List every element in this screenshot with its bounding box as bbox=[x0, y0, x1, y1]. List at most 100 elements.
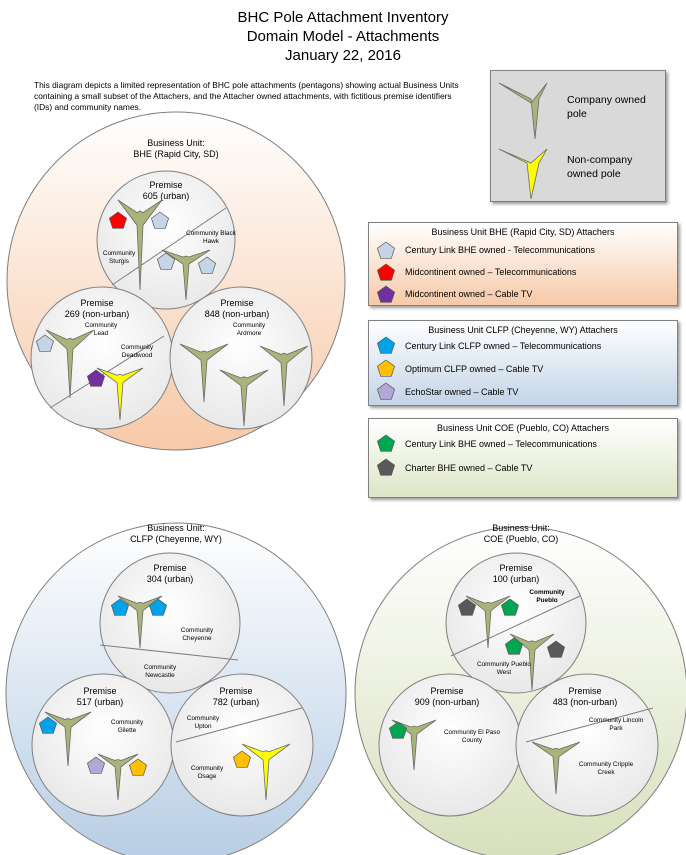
community-gilette: Community Gilette bbox=[110, 719, 144, 734]
century-link-coe-attachment bbox=[500, 598, 520, 616]
premise-label-text: Premise bbox=[149, 180, 183, 190]
bu-name-text: BHE (Rapid City, SD) bbox=[133, 149, 219, 159]
premise-848-circle bbox=[169, 286, 313, 430]
bhe-attacher-1: Century Link BHE owned - Telecommunicati… bbox=[405, 245, 595, 255]
company-pole bbox=[219, 369, 269, 427]
premise-100-circle bbox=[445, 552, 587, 694]
coe-attacher-2: Charter BHE owned – Cable TV bbox=[405, 463, 533, 473]
echostar-attachment bbox=[86, 756, 106, 774]
clfp-attachers-title: Business Unit CLFP (Cheyenne, WY) Attach… bbox=[428, 325, 618, 335]
company-pole-label: Company owned pole bbox=[567, 94, 646, 120]
premise-label-text: Premise bbox=[219, 686, 253, 696]
premise-517-label: Premise 517 (urban) bbox=[60, 686, 140, 708]
title-line-2: Domain Model - Attachments bbox=[246, 28, 440, 45]
noncompany-pole-label: Non-company owned pole bbox=[567, 154, 633, 180]
company-pole-icon bbox=[498, 82, 548, 140]
company-pole bbox=[117, 199, 163, 291]
premise-id-text: 483 (non-urban) bbox=[552, 697, 618, 707]
coe-business-unit-label: Business Unit: COE (Pueblo, CO) bbox=[451, 523, 591, 545]
attacher-legend-layer bbox=[376, 241, 396, 476]
midcontinent-telecom-attachment bbox=[108, 211, 128, 229]
company-pole bbox=[179, 343, 229, 403]
community-lead: Community Lead bbox=[84, 322, 118, 337]
bhe-attacher-3: Midcontinent owned – Cable TV bbox=[405, 289, 533, 299]
community-lincoln-park: Community Lincoln Park bbox=[588, 717, 644, 732]
century-link-bhe-attachment bbox=[150, 211, 170, 229]
bu-label-text: Business Unit: bbox=[147, 138, 205, 148]
company-pole bbox=[509, 633, 555, 691]
attachments-layer bbox=[35, 211, 566, 776]
community-black-hawk: Community Black Hawk bbox=[186, 230, 236, 245]
clfp-attacher-2: Optimum CLFP owned – Cable TV bbox=[405, 364, 544, 374]
premise-605-circle bbox=[96, 170, 236, 310]
community-ardmore: Community Ardmore bbox=[232, 322, 266, 337]
premise-id-text: 605 (urban) bbox=[142, 191, 190, 201]
pole-legend: Company owned pole Non-company owned pol… bbox=[490, 70, 666, 202]
clfp-attachers-box: Business Unit CLFP (Cheyenne, WY) Attach… bbox=[368, 320, 678, 406]
premise-782-label: Premise 782 (urban) bbox=[196, 686, 276, 708]
company-pole bbox=[531, 741, 581, 795]
community-el-paso-county: Community El Paso County bbox=[443, 729, 501, 744]
charter-legend-icon bbox=[376, 458, 396, 476]
company-pole bbox=[465, 595, 511, 649]
century-link-coe-legend-icon bbox=[376, 434, 396, 452]
bhe-attachers-title: Business Unit BHE (Rapid City, SD) Attac… bbox=[431, 227, 615, 237]
company-pole bbox=[45, 329, 95, 399]
premise-483-label: Premise 483 (non-urban) bbox=[540, 686, 630, 708]
premise-848-label: Premise 848 (non-urban) bbox=[192, 298, 282, 320]
premise-909-label: Premise 909 (non-urban) bbox=[402, 686, 492, 708]
bhe-attachers-box: Business Unit BHE (Rapid City, SD) Attac… bbox=[368, 222, 678, 306]
premise-id-text: 782 (urban) bbox=[212, 697, 260, 707]
noncompany-pole bbox=[241, 743, 291, 801]
clfp-attacher-1: Century Link CLFP owned – Telecommunicat… bbox=[405, 341, 602, 351]
company-pole bbox=[117, 595, 163, 649]
premise-id-text: 304 (urban) bbox=[146, 574, 194, 584]
premise-100-label: Premise 100 (urban) bbox=[476, 563, 556, 585]
noncompany-pole-icon bbox=[498, 148, 548, 200]
community-osage: Community Osage bbox=[190, 765, 224, 780]
premise-id-text: 100 (urban) bbox=[492, 574, 540, 584]
premise-id-text: 269 (non-urban) bbox=[64, 309, 130, 319]
premise-269-label: Premise 269 (non-urban) bbox=[52, 298, 142, 320]
century-link-clfp-legend-icon bbox=[376, 336, 396, 354]
optimum-legend-icon bbox=[376, 359, 396, 377]
premise-304-label: Premise 304 (urban) bbox=[130, 563, 210, 585]
premise-782-circle bbox=[170, 673, 314, 817]
premise-id-text: 848 (non-urban) bbox=[204, 309, 270, 319]
century-link-coe-attachment bbox=[504, 637, 524, 655]
community-deadwood: Community Deadwood bbox=[120, 344, 154, 359]
century-link-bhe-attachment bbox=[156, 252, 176, 270]
century-link-bhe-attachment bbox=[197, 256, 217, 274]
charter-attachment bbox=[457, 598, 477, 616]
community-newcastle: Community Newcastle bbox=[143, 664, 177, 679]
century-link-bhe-attachment bbox=[35, 334, 55, 352]
century-link-bhe-legend-icon bbox=[376, 241, 396, 259]
community-pueblo-west: Community Pueblo West bbox=[477, 661, 531, 676]
premise-label-text: Premise bbox=[83, 686, 117, 696]
midcontinent-cable-legend-icon bbox=[376, 285, 396, 303]
premise-label-text: Premise bbox=[80, 298, 114, 308]
echostar-legend-icon bbox=[376, 382, 396, 400]
bu-label-text: Business Unit: bbox=[147, 523, 205, 533]
century-link-clfp-attachment bbox=[110, 598, 130, 616]
bu-name-text: COE (Pueblo, CO) bbox=[483, 534, 559, 544]
bhe-business-unit-label: Business Unit: BHE (Rapid City, SD) bbox=[106, 138, 246, 160]
bhe-attacher-2: Midcontinent owned – Telecommunications bbox=[405, 267, 577, 277]
century-link-coe-attachment bbox=[388, 721, 408, 739]
premise-label-text: Premise bbox=[153, 563, 187, 573]
premise-id-text: 909 (non-urban) bbox=[414, 697, 480, 707]
premise-label-text: Premise bbox=[430, 686, 464, 696]
clfp-business-unit-label: Business Unit: CLFP (Cheyenne, WY) bbox=[106, 523, 246, 545]
midcontinent-cable-attachment bbox=[86, 369, 106, 387]
clfp-attacher-3: EchoStar owned – Cable TV bbox=[405, 387, 519, 397]
century-link-clfp-attachment bbox=[38, 716, 58, 734]
coe-attachers-title: Business Unit COE (Pueblo, CO) Attachers bbox=[436, 423, 610, 433]
poles-layer bbox=[44, 199, 581, 801]
premise-605-label: Premise 605 (urban) bbox=[126, 180, 206, 202]
title-line-3: January 22, 2016 bbox=[285, 47, 401, 64]
midcontinent-telecom-legend-icon bbox=[376, 263, 396, 281]
community-cripple-creek: Community Cripple Creek bbox=[578, 761, 634, 776]
company-pole bbox=[97, 753, 139, 801]
premise-id-text: 517 (urban) bbox=[76, 697, 124, 707]
charter-attachment bbox=[546, 640, 566, 658]
